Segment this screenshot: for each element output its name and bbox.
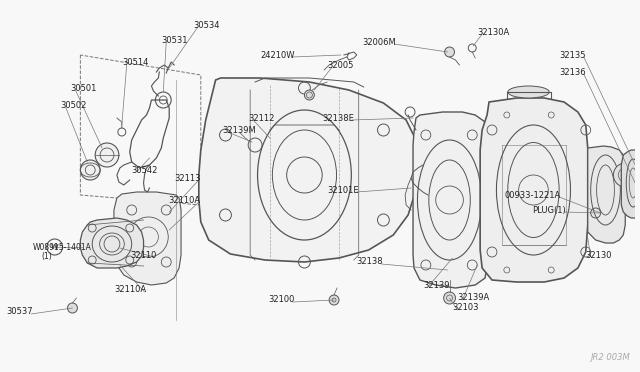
Text: 32130: 32130 — [586, 250, 612, 260]
Text: W: W — [51, 244, 59, 250]
Text: 30514: 30514 — [122, 58, 148, 67]
Circle shape — [305, 90, 314, 100]
Text: 32103: 32103 — [452, 304, 479, 312]
Circle shape — [329, 295, 339, 305]
Polygon shape — [413, 112, 487, 288]
Text: 32139M: 32139M — [223, 125, 256, 135]
Text: 32100: 32100 — [268, 295, 294, 305]
Text: 32138: 32138 — [356, 257, 383, 266]
Circle shape — [81, 160, 100, 180]
Polygon shape — [588, 146, 625, 243]
Text: 32113: 32113 — [174, 173, 201, 183]
Circle shape — [444, 292, 456, 304]
Text: 30531: 30531 — [161, 35, 188, 45]
Text: 32110: 32110 — [130, 250, 156, 260]
Text: 32139: 32139 — [423, 280, 449, 289]
Text: 32110A: 32110A — [115, 285, 147, 295]
Polygon shape — [480, 98, 588, 282]
Text: 30542: 30542 — [132, 166, 158, 174]
Text: 32130A: 32130A — [477, 28, 509, 36]
Ellipse shape — [508, 86, 549, 98]
Text: 30502: 30502 — [61, 100, 87, 109]
Circle shape — [613, 163, 637, 187]
Text: 32005: 32005 — [327, 61, 353, 70]
Text: JR2 003M: JR2 003M — [591, 353, 630, 362]
Text: 30534: 30534 — [193, 20, 220, 29]
Circle shape — [68, 303, 77, 313]
Polygon shape — [81, 218, 143, 268]
Text: 32006M: 32006M — [362, 38, 396, 46]
Text: 32112: 32112 — [248, 113, 275, 122]
Circle shape — [445, 47, 454, 57]
Text: 24210W: 24210W — [260, 51, 294, 60]
Circle shape — [95, 143, 119, 167]
Text: 30537: 30537 — [6, 308, 33, 317]
Text: 30501: 30501 — [70, 83, 97, 93]
Text: 32135: 32135 — [559, 51, 586, 60]
Text: 32110A: 32110A — [169, 196, 201, 205]
Text: 00933-1221A: 00933-1221A — [505, 190, 561, 199]
Text: W08915-1401A: W08915-1401A — [33, 243, 92, 251]
Text: 32101E: 32101E — [327, 186, 359, 195]
Text: 32136: 32136 — [559, 67, 586, 77]
Polygon shape — [621, 150, 640, 218]
Text: (1): (1) — [41, 253, 52, 262]
Polygon shape — [114, 192, 181, 285]
Polygon shape — [199, 78, 418, 262]
Text: PLUG(1): PLUG(1) — [532, 205, 566, 215]
Text: 32138E: 32138E — [322, 113, 354, 122]
Text: 32139A: 32139A — [458, 294, 490, 302]
